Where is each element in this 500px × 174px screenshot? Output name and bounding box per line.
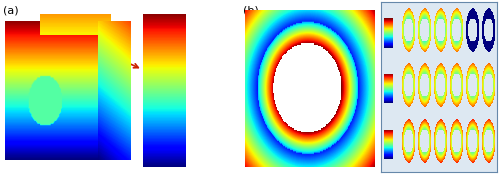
Text: (a): (a)	[2, 5, 18, 15]
Text: (b): (b)	[242, 5, 258, 15]
Bar	[108, 63, 115, 66]
